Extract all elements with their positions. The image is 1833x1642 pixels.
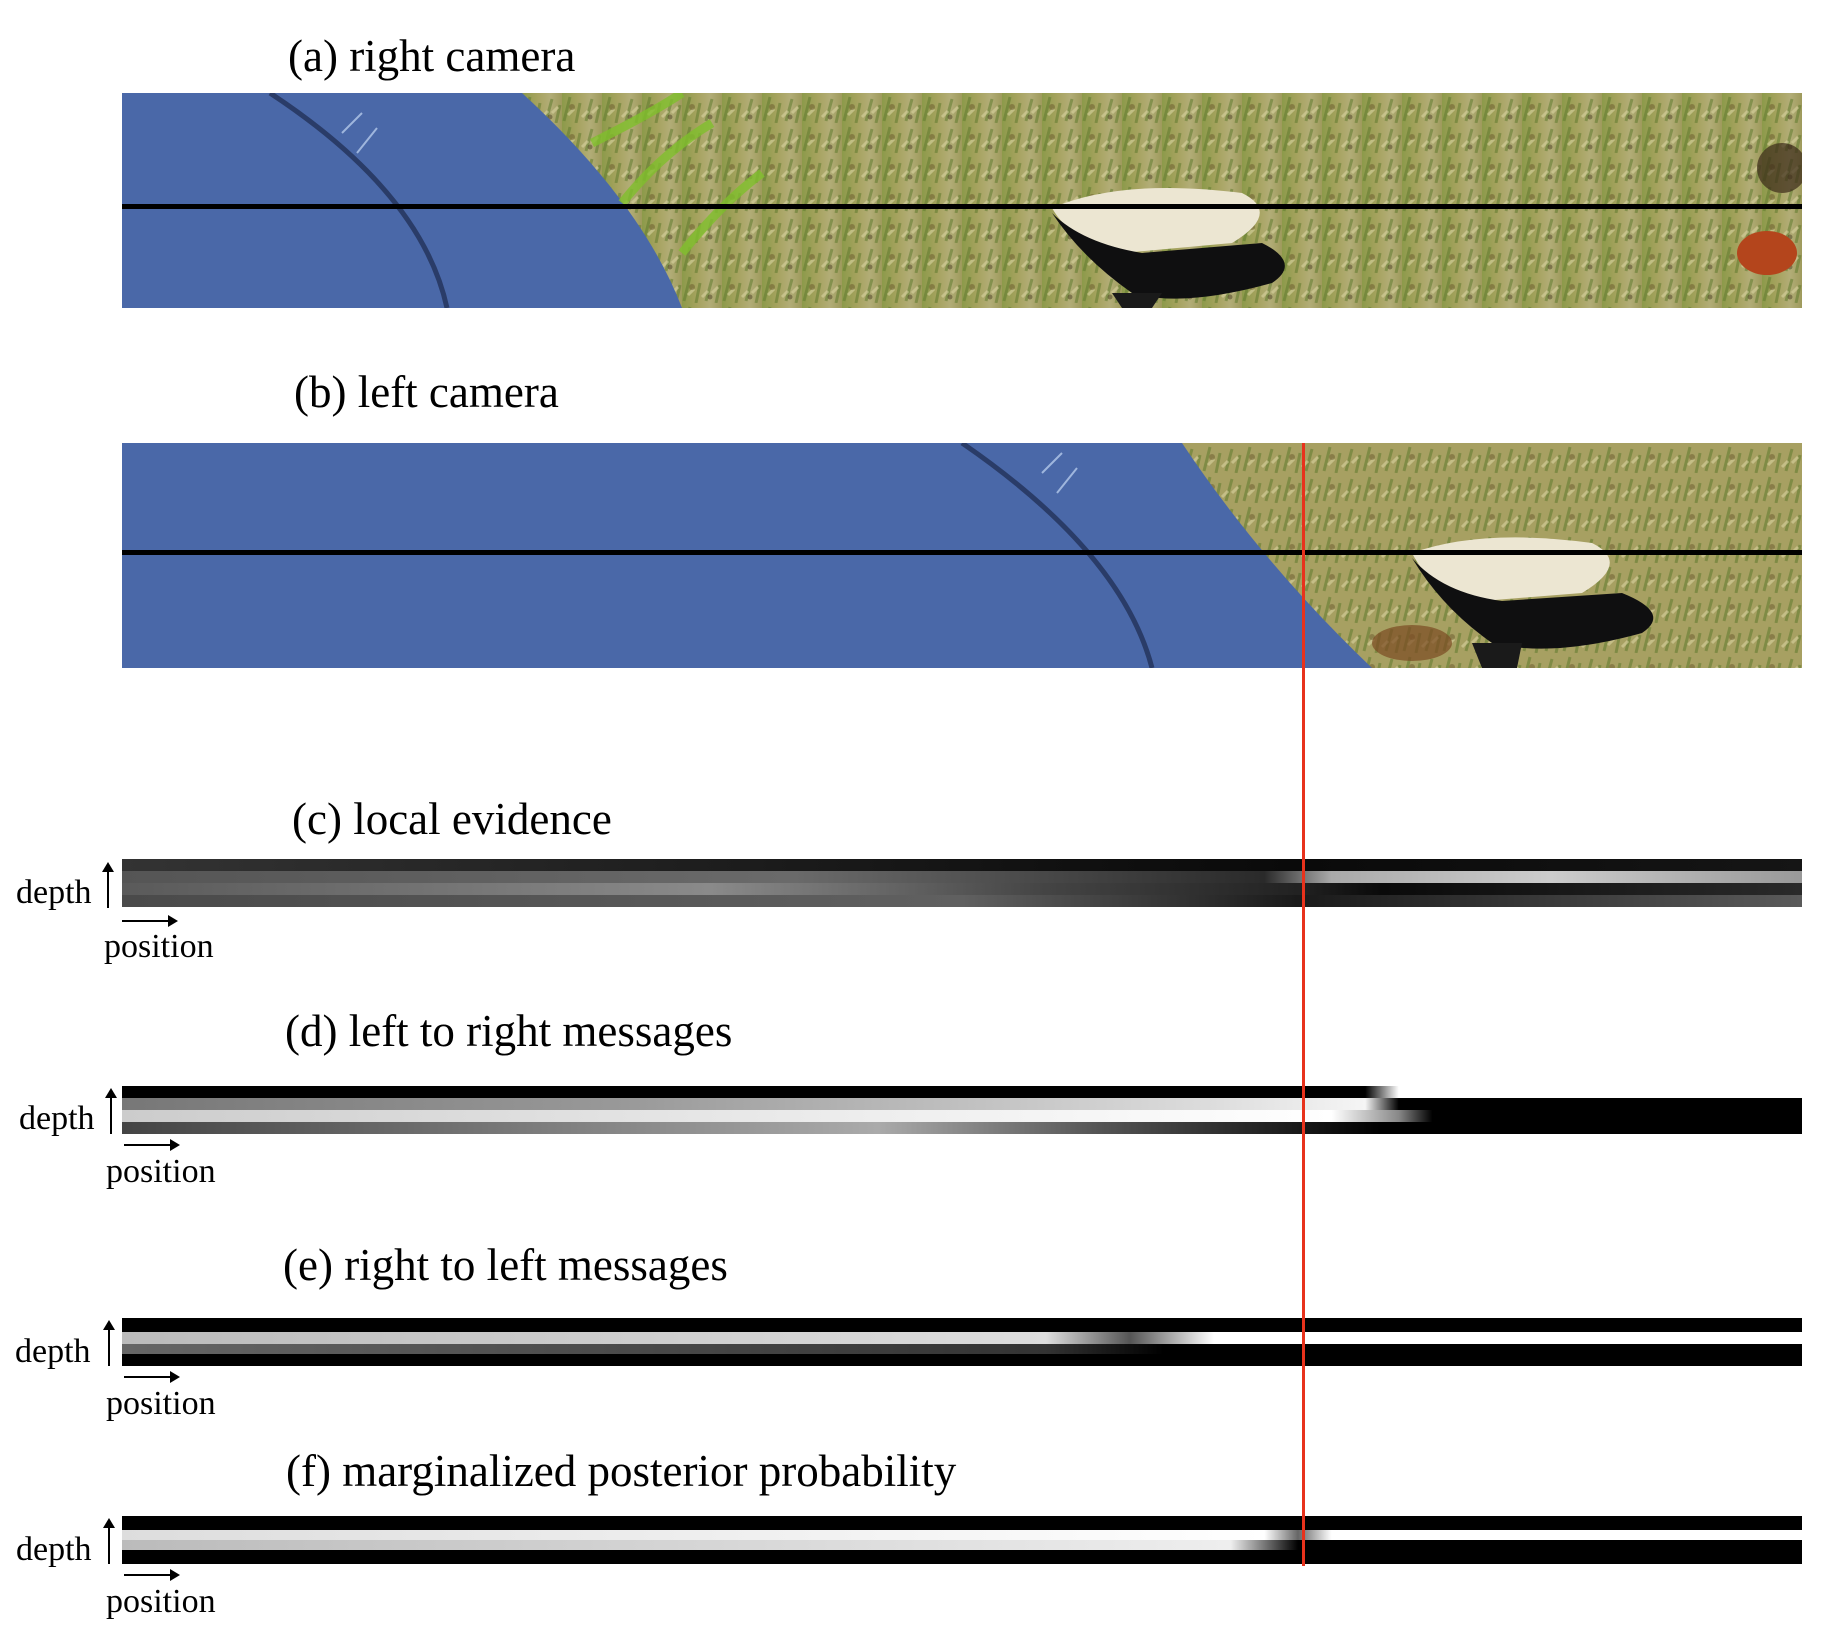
scanline [122,204,1802,209]
position-axis-label: position [106,1385,216,1422]
position-arrow-icon [124,1569,180,1581]
panel-e-title: (e) right to left messages [283,1240,728,1290]
scanline [122,550,1802,555]
depth-arrow-icon [103,1320,115,1366]
position-axis-label: position [106,1583,216,1620]
depth-axis-label: depth [15,1333,91,1370]
posterior-heatmap [122,1516,1802,1564]
right-camera-image [122,93,1802,308]
panel-a-title: (a) right camera [288,31,576,81]
depth-arrow-icon [103,1518,115,1564]
depth-axis-label: depth [16,1531,92,1568]
right-to-left-strip [122,1318,1802,1366]
left-to-right-heatmap [122,1086,1802,1134]
right-camera-scene [122,93,1802,308]
left-to-right-strip [122,1086,1802,1134]
left-camera-image [122,443,1802,668]
panel-b-title: (b) left camera [294,367,559,417]
depth-axis-label: depth [19,1100,95,1137]
position-axis-label: position [106,1153,216,1190]
red-marker-line [1302,443,1305,1566]
depth-arrow-icon [102,862,114,908]
position-arrow-icon [124,1139,180,1151]
position-arrow-icon [124,1371,180,1383]
right-to-left-heatmap [122,1318,1802,1366]
left-camera-scene [122,443,1802,668]
panel-f-title: (f) marginalized posterior probability [286,1446,957,1496]
panel-c-title: (c) local evidence [292,794,612,844]
depth-axis-label: depth [16,874,92,911]
position-arrow-icon [122,915,178,927]
depth-arrow-icon [105,1088,117,1134]
local-evidence-strip [122,859,1802,907]
position-axis-label: position [104,928,214,965]
local-evidence-heatmap [122,859,1802,907]
posterior-strip [122,1516,1802,1564]
panel-d-title: (d) left to right messages [285,1006,733,1056]
